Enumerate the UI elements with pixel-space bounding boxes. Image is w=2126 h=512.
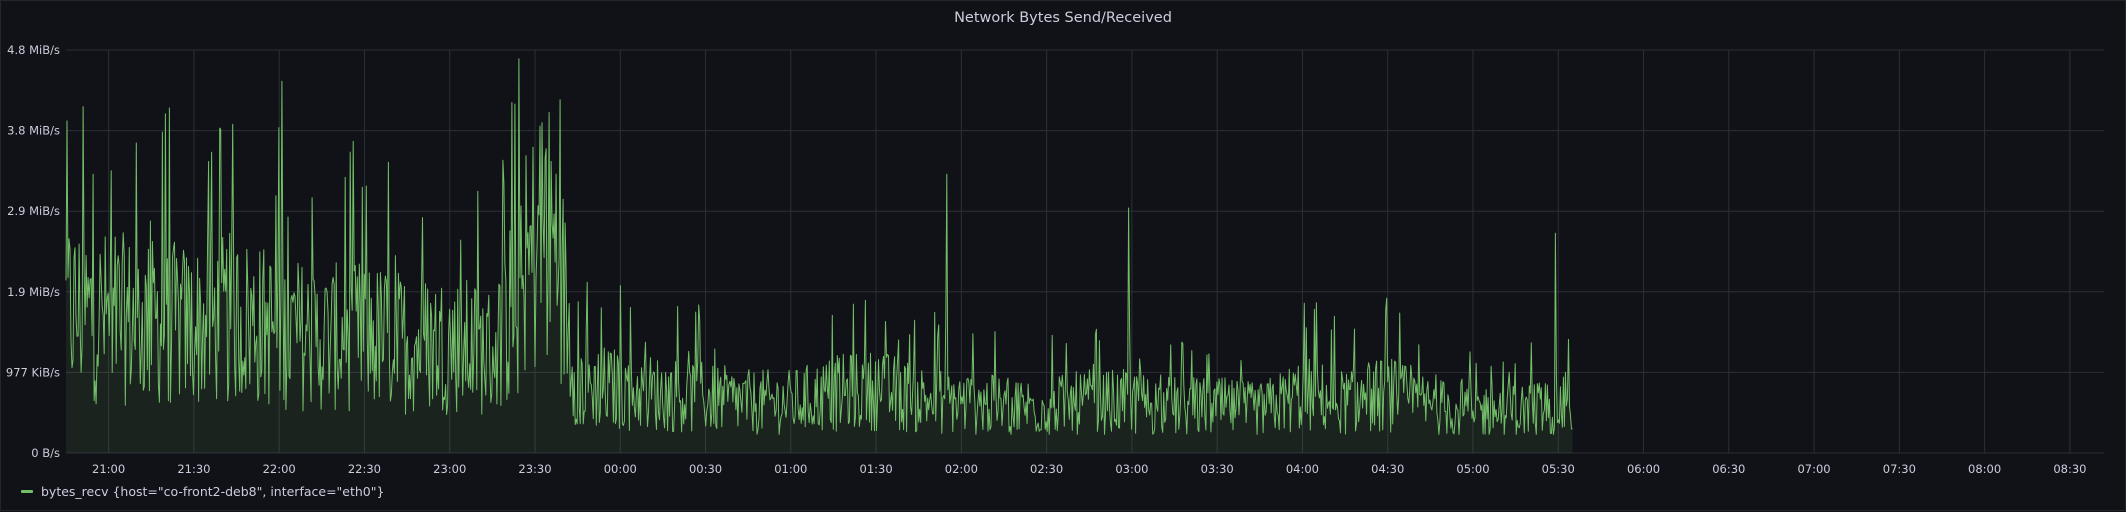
x-tick-label: 23:30 (518, 462, 551, 476)
x-tick-label: 02:00 (945, 462, 978, 476)
y-tick-label: 0 B/s (31, 446, 60, 460)
x-tick-label: 22:00 (263, 462, 296, 476)
x-tick-label: 06:30 (1712, 462, 1745, 476)
y-tick-label: 2.9 MiB/s (7, 204, 60, 218)
x-tick-label: 08:00 (1968, 462, 2001, 476)
x-tick-label: 02:30 (1030, 462, 1063, 476)
x-tick-label: 00:00 (604, 462, 637, 476)
x-tick-label: 07:30 (1883, 462, 1916, 476)
x-tick-label: 05:00 (1456, 462, 1489, 476)
x-tick-label: 21:00 (92, 462, 125, 476)
series-line (65, 58, 1573, 435)
x-tick-label: 05:30 (1542, 462, 1575, 476)
y-tick-label: 977 KiB/s (6, 365, 60, 379)
x-tick-label: 23:00 (433, 462, 466, 476)
legend-series-label[interactable]: bytes_recv {host="co-front2-deb8", inter… (41, 484, 385, 499)
x-tick-label: 07:00 (1797, 462, 1830, 476)
x-tick-label: 04:00 (1286, 462, 1319, 476)
x-tick-label: 00:30 (689, 462, 722, 476)
x-tick-label: 03:00 (1115, 462, 1148, 476)
legend-series-swatch[interactable] (21, 490, 33, 493)
y-tick-label: 3.8 MiB/s (7, 124, 60, 138)
x-tick-label: 08:30 (2053, 462, 2086, 476)
x-tick-label: 04:30 (1371, 462, 1404, 476)
y-tick-label: 4.8 MiB/s (7, 43, 60, 57)
x-tick-label: 01:30 (860, 462, 893, 476)
panel-title[interactable]: Network Bytes Send/Received (954, 10, 1172, 26)
x-tick-label: 06:00 (1627, 462, 1660, 476)
x-tick-label: 22:30 (348, 462, 381, 476)
series-area-fill (66, 58, 1573, 454)
x-tick-label: 03:30 (1201, 462, 1234, 476)
y-tick-label: 1.9 MiB/s (7, 285, 60, 299)
legend: bytes_recv {host="co-front2-deb8", inter… (21, 484, 384, 499)
x-tick-label: 21:30 (177, 462, 210, 476)
x-tick-label: 01:00 (774, 462, 807, 476)
